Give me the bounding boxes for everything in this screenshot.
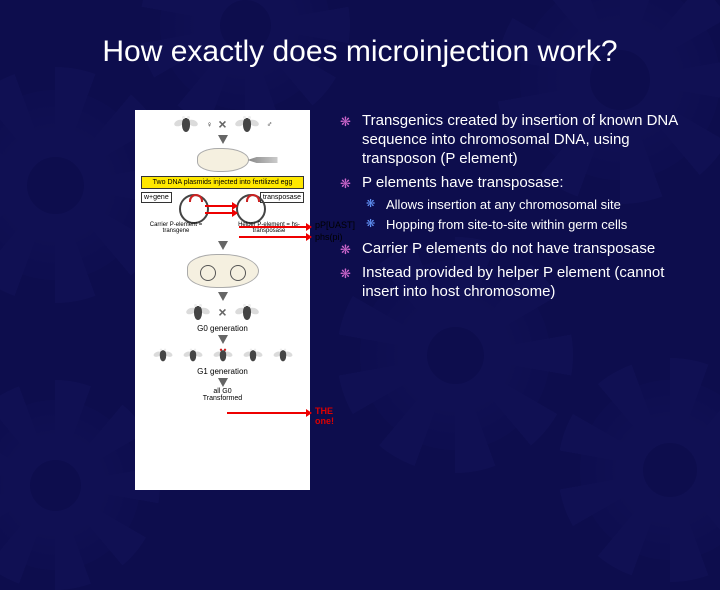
bullet-text: Instead provided by helper P element (ca…: [362, 264, 664, 300]
red-arrow-icon: [227, 412, 311, 414]
red-arrow-icon: [205, 212, 237, 214]
bullet-text: Carrier P elements do not have transposa…: [362, 240, 655, 257]
bullet-item: Transgenics created by insertion of know…: [340, 112, 680, 168]
cross-icon: ×: [218, 116, 226, 132]
plasmid-left-sub: Carrier P-element = transgene: [141, 222, 211, 234]
needle-icon: [248, 157, 278, 163]
sub-bullet-item: Hopping from site-to-site within germ ce…: [366, 217, 680, 233]
arrow-down-icon: [218, 378, 228, 387]
female-symbol: ♀: [206, 120, 212, 129]
red-arrow-icon: [205, 205, 237, 207]
red-arrow-icon: [239, 226, 311, 228]
fly-icon: [271, 347, 293, 363]
egg-icon: [197, 148, 249, 172]
male-symbol: ♂: [267, 120, 273, 129]
cross-icon: ×: [218, 304, 226, 320]
fly-red-eye-icon: [211, 347, 233, 363]
bg-gear: [0, 400, 140, 570]
arrow-down-icon: [218, 241, 228, 250]
fly-icon: [241, 347, 263, 363]
g0-label: G0 generation: [135, 324, 310, 333]
plasmid-icon: [236, 194, 266, 224]
the-one-label: THE one!: [315, 406, 334, 426]
bullet-item: P elements have transposase: Allows inse…: [340, 174, 680, 233]
arrow-down-icon: [218, 135, 228, 144]
fly-icon: [233, 302, 261, 322]
plasmid-right-label: transposase: [260, 192, 304, 203]
red-arrow-icon: [239, 236, 311, 238]
fly-icon: [233, 114, 261, 134]
egg-icon: [187, 254, 259, 288]
fly-icon: [151, 347, 173, 363]
diagram-caption: all G0 Transformed: [135, 388, 310, 402]
arrow-down-icon: [218, 292, 228, 301]
plasmid-right-sub: Helper P-element = hs-transposase: [234, 222, 304, 234]
plasmid-icon: [179, 194, 209, 224]
bullet-item: Instead provided by helper P element (ca…: [340, 264, 680, 302]
microinjection-diagram: ♀ × ♂ Two DNA plasmids injected into fer…: [135, 110, 310, 490]
bullet-content: Transgenics created by insertion of know…: [340, 112, 680, 308]
arrow-down-icon: [218, 335, 228, 344]
sub-bullet-item: Allows insertion at any chromosomal site: [366, 197, 680, 213]
bullet-item: Carrier P elements do not have transposa…: [340, 240, 680, 259]
arrow-label-2: phs(pi): [315, 232, 343, 242]
plasmid-left-label: w+gene: [141, 192, 172, 203]
g1-label: G1 generation: [135, 367, 310, 376]
bullet-text: Hopping from site-to-site within germ ce…: [386, 217, 627, 232]
fly-icon: [181, 347, 203, 363]
yellow-label: Two DNA plasmids injected into fertilize…: [141, 176, 304, 189]
slide-title: How exactly does microinjection work?: [0, 35, 720, 69]
bullet-text: Transgenics created by insertion of know…: [362, 112, 677, 167]
fly-icon: [172, 114, 200, 134]
bullet-text: P elements have transposase:: [362, 174, 564, 191]
bg-gear: [580, 380, 720, 560]
bg-gear: [0, 90, 150, 280]
bullet-text: Allows insertion at any chromosomal site: [386, 197, 621, 212]
fly-icon: [184, 302, 212, 322]
